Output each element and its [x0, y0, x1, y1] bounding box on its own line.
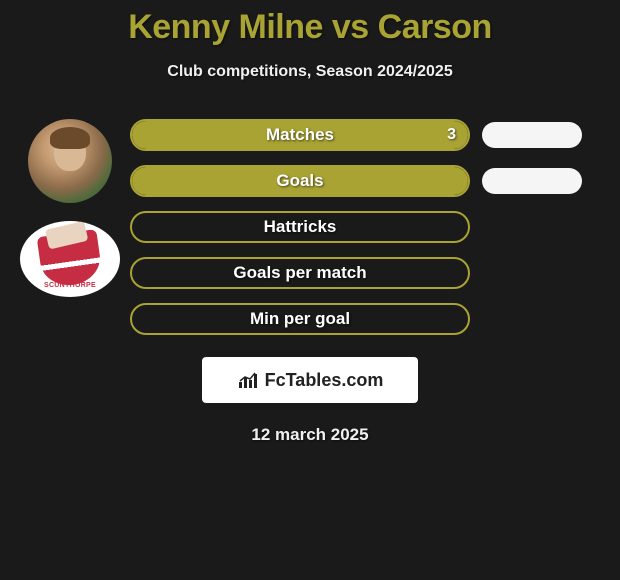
stat-bar-left: Goals — [130, 165, 470, 197]
source-logo-text: FcTables.com — [265, 370, 384, 391]
stat-label: Goals — [132, 171, 468, 191]
stat-row: Min per goal — [130, 303, 602, 335]
page-title: Kenny Milne vs Carson — [0, 8, 620, 47]
left-column: SCUNTHORPE — [10, 119, 130, 335]
date-text: 12 march 2025 — [0, 425, 620, 445]
subtitle: Club competitions, Season 2024/2025 — [0, 63, 620, 81]
content-row: SCUNTHORPE Matches3 Goals Hattricks Goals p… — [0, 119, 620, 335]
comparison-card: Kenny Milne vs Carson Club competitions,… — [0, 0, 620, 445]
club-name: SCUNTHORPE — [44, 282, 96, 289]
stat-bar-left: Min per goal — [130, 303, 470, 335]
source-logo: FcTables.com — [202, 357, 418, 403]
player-avatar — [28, 119, 112, 203]
stat-label: Goals per match — [132, 263, 468, 283]
stat-value-left: 3 — [447, 126, 456, 144]
stat-bar-left: Goals per match — [130, 257, 470, 289]
club-crest-icon — [37, 229, 104, 289]
stat-bar-left: Matches3 — [130, 119, 470, 151]
stat-bar-right — [482, 122, 582, 148]
stat-bar-right — [482, 168, 582, 194]
stat-row: Hattricks — [130, 211, 602, 243]
stat-label: Min per goal — [132, 309, 468, 329]
stats-bars: Matches3 Goals Hattricks Goals per match Min… — [130, 119, 610, 335]
club-badge: SCUNTHORPE — [20, 221, 120, 297]
stat-row: Goals per match — [130, 257, 602, 289]
stat-label: Matches — [132, 125, 468, 145]
stat-row: Matches3 — [130, 119, 602, 151]
stat-label: Hattricks — [132, 217, 468, 237]
bar-chart-icon — [237, 370, 261, 390]
stat-row: Goals — [130, 165, 602, 197]
stat-bar-left: Hattricks — [130, 211, 470, 243]
